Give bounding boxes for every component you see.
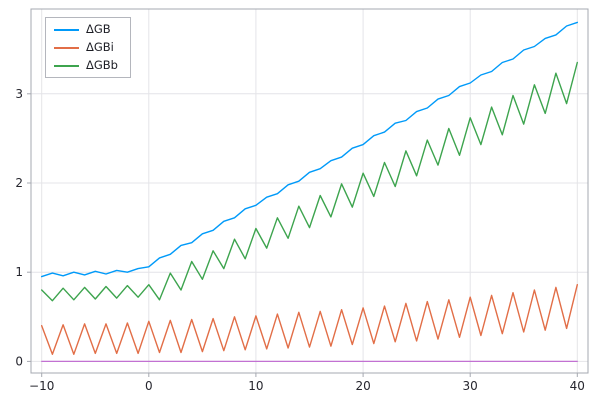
legend-line-swatch <box>54 64 79 67</box>
x-tick-label: 10 <box>248 379 263 393</box>
legend-label: ΔGBi <box>86 39 114 54</box>
legend-line-swatch <box>54 46 79 49</box>
x-tick-label: 0 <box>145 379 153 393</box>
series-line-ΔGBb <box>41 61 578 302</box>
legend-item: ΔGBb <box>54 58 118 73</box>
legend: ΔGB ΔGBi ΔGBb <box>45 17 131 78</box>
series-line-ΔGB <box>41 21 578 278</box>
y-tick-label: 2 <box>15 176 23 190</box>
x-tick-label: 20 <box>355 379 370 393</box>
x-tick-label: 40 <box>570 379 585 393</box>
legend-item: ΔGBi <box>54 40 118 55</box>
x-tick-label: −10 <box>29 379 54 393</box>
series-line-ΔGBi <box>41 284 578 355</box>
x-tick-label: 30 <box>463 379 478 393</box>
y-tick-label: 0 <box>15 354 23 368</box>
legend-item: ΔGB <box>54 22 118 37</box>
legend-label: ΔGBb <box>86 57 118 72</box>
legend-label: ΔGB <box>86 21 111 36</box>
legend-line-swatch <box>54 28 79 31</box>
y-tick-label: 1 <box>15 265 23 279</box>
y-tick-label: 3 <box>15 87 23 101</box>
plot-frame <box>30 8 589 374</box>
